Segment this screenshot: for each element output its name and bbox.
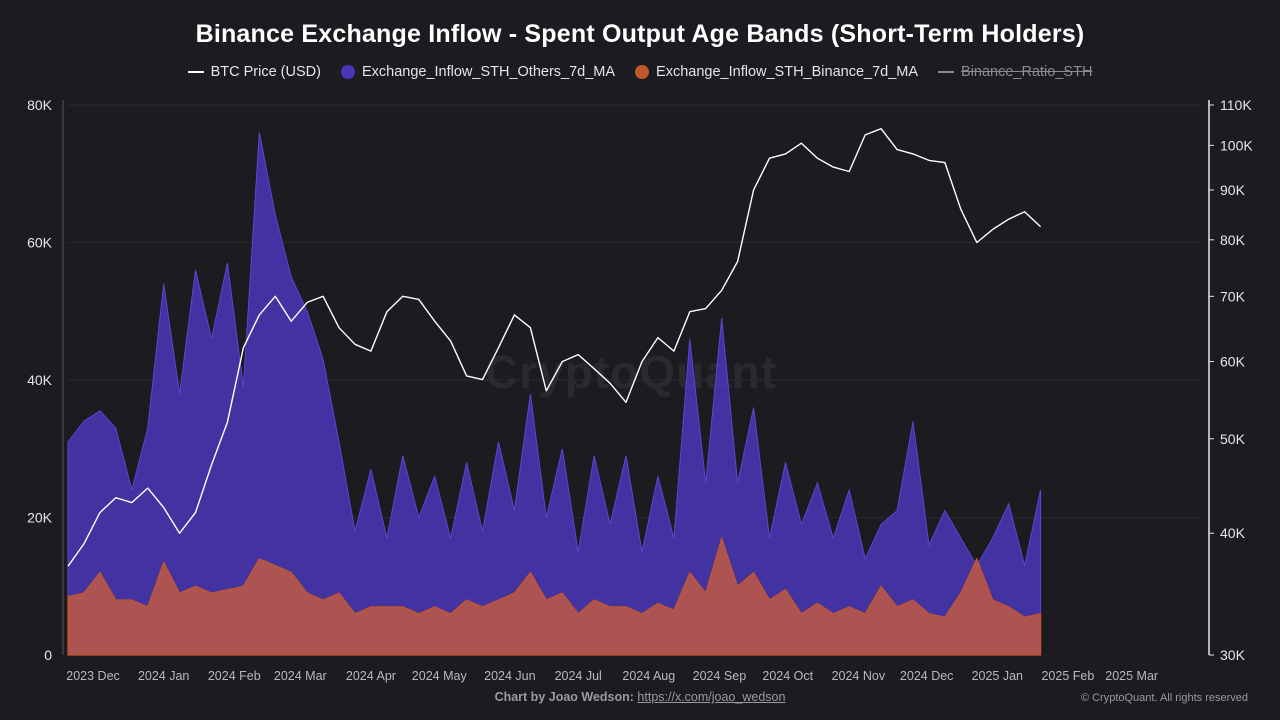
y-left-tick-label: 60K xyxy=(27,235,53,251)
x-tick-label: 2024 Jul xyxy=(555,669,602,683)
x-tick-label: 2024 Oct xyxy=(762,669,813,683)
legend-line-marker xyxy=(187,71,204,73)
legend-item-btc-price[interactable]: BTC Price (USD) xyxy=(187,64,321,80)
legend-label: Binance_Ratio_STH xyxy=(961,64,1093,80)
legend-dot-marker xyxy=(635,65,650,79)
y-right-tick-label: 90K xyxy=(1220,182,1246,198)
y-left-tick-label: 40K xyxy=(27,372,53,388)
series-others-inflow-area xyxy=(67,132,1042,656)
x-tick-label: 2024 Mar xyxy=(274,669,327,683)
x-tick-label: 2024 Dec xyxy=(900,669,954,683)
y-left-tick-label: 20K xyxy=(27,510,53,526)
legend: BTC Price (USD) Exchange_Inflow_STH_Othe… xyxy=(0,62,1280,82)
y-right-tick-label: 40K xyxy=(1220,525,1246,541)
x-tick-label: 2024 Sep xyxy=(693,669,747,683)
y-right-tick-label: 80K xyxy=(1220,232,1246,248)
y-left-tick-label: 0 xyxy=(44,647,52,663)
legend-line-marker xyxy=(938,71,955,73)
x-tick-label: 2025 Jan xyxy=(972,669,1023,683)
footer-author: Chart by Joao Wedson: xyxy=(494,690,634,704)
x-tick-label: 2024 Apr xyxy=(346,669,396,683)
legend-label: Exchange_Inflow_STH_Binance_7d_MA xyxy=(656,64,919,80)
legend-label: Exchange_Inflow_STH_Others_7d_MA xyxy=(361,64,616,80)
legend-item-binance-ratio[interactable]: Binance_Ratio_STH xyxy=(938,64,1092,80)
x-tick-label: 2024 Feb xyxy=(208,669,261,683)
chart-title: Binance Exchange Inflow - Spent Output A… xyxy=(195,20,1085,48)
author-link[interactable]: https://x.com/joao_wedson xyxy=(637,690,786,704)
x-tick-label: 2025 Mar xyxy=(1105,669,1158,683)
x-tick-label: 2024 Aug xyxy=(622,669,675,683)
legend-dot-marker xyxy=(340,65,355,79)
series-binance-inflow-area xyxy=(67,536,1042,656)
y-left-tick-label: 80K xyxy=(27,97,53,113)
y-right-tick-label: 100K xyxy=(1220,137,1253,153)
footer-credit: Chart by Joao Wedson: https://x.com/joao… xyxy=(0,690,1280,704)
x-tick-label: 2024 Jan xyxy=(138,669,189,683)
y-right-tick-label: 30K xyxy=(1220,647,1246,663)
y-right-tick-label: 60K xyxy=(1220,354,1246,370)
y-right-tick-label: 70K xyxy=(1220,288,1246,304)
legend-item-binance-inflow[interactable]: Exchange_Inflow_STH_Binance_7d_MA xyxy=(635,64,918,80)
copyright-text: © CryptoQuant. All rights reserved xyxy=(1080,692,1248,704)
x-tick-label: 2025 Feb xyxy=(1041,669,1094,683)
y-right-tick-label: 50K xyxy=(1220,431,1246,447)
x-tick-label: 2023 Dec xyxy=(66,669,120,683)
y-right-tick-label: 110K xyxy=(1220,97,1252,113)
legend-item-others-inflow[interactable]: Exchange_Inflow_STH_Others_7d_MA xyxy=(340,64,616,80)
series-btc-price-line xyxy=(67,127,1042,567)
legend-label: BTC Price (USD) xyxy=(210,64,321,80)
x-tick-label: 2024 Nov xyxy=(832,669,886,683)
x-tick-label: 2024 Jun xyxy=(484,669,535,683)
x-tick-label: 2024 May xyxy=(412,669,468,683)
